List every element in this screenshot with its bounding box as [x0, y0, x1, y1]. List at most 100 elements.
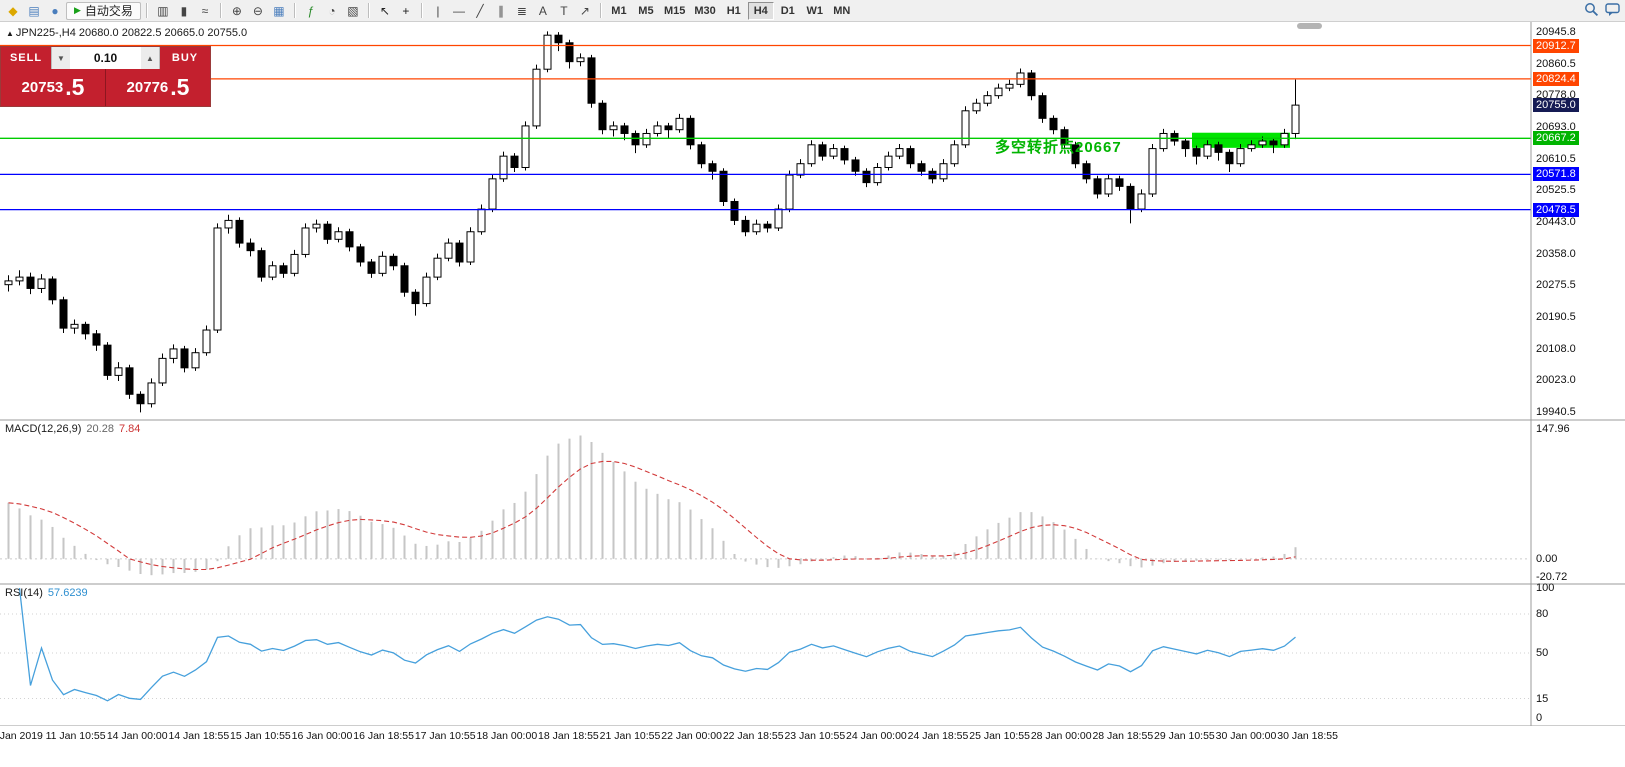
price-axis-label: 20190.5	[1536, 311, 1576, 324]
charts-icon[interactable]: ▤	[24, 2, 44, 20]
candle	[389, 255, 398, 267]
volume-input[interactable]	[70, 47, 141, 69]
candle	[92, 333, 101, 346]
horizontal-line-icon[interactable]: —	[449, 2, 469, 20]
text-icon[interactable]: A	[533, 2, 553, 20]
period-clock-icon[interactable]: ◔	[322, 2, 342, 20]
candle	[301, 227, 310, 255]
timeframe-h4-button[interactable]: H4	[747, 1, 774, 20]
vertical-line-icon[interactable]: |	[428, 2, 448, 20]
candle	[631, 132, 640, 146]
timeframe-d1-button[interactable]: D1	[775, 2, 801, 20]
candle	[81, 323, 90, 335]
timeframe-w1-button[interactable]: W1	[802, 2, 828, 20]
timeframe-m15-button[interactable]: M15	[660, 2, 689, 20]
toolbar-right-icons	[1584, 2, 1620, 17]
label-icon[interactable]: T	[554, 2, 574, 20]
macd-signal-line	[8, 460, 1296, 571]
candle	[48, 278, 57, 301]
trendline-icon[interactable]: ╱	[470, 2, 490, 20]
candle	[345, 231, 354, 248]
candle	[1005, 83, 1014, 89]
timeframe-m30-button[interactable]: M30	[690, 2, 719, 20]
navigator-icon[interactable]: ●	[45, 2, 65, 20]
zoom-out-icon[interactable]: ⊖	[248, 2, 268, 20]
candle	[1280, 132, 1289, 146]
line-chart-icon[interactable]: ≈	[195, 2, 215, 20]
rsi-axis-label: 100	[1536, 582, 1555, 594]
bar-chart-icon[interactable]: ▥	[153, 2, 173, 20]
price-badge: 20667.2	[1533, 131, 1579, 146]
volume-decrease-button[interactable]: ▼	[52, 47, 70, 69]
time-axis-label: 30 Jan 00:00	[1215, 730, 1277, 742]
candle	[785, 174, 794, 210]
crosshair-icon[interactable]: +	[396, 2, 416, 20]
toolbar-separator	[145, 3, 148, 18]
candle	[1148, 148, 1157, 195]
candle	[1115, 178, 1124, 187]
price-axis-label: 20358.0	[1536, 247, 1576, 260]
candle	[466, 231, 475, 263]
price-axis-label: 20610.5	[1536, 152, 1576, 165]
volume-stepper: ▼ ▲	[51, 47, 160, 69]
candle	[653, 125, 662, 134]
candle	[499, 155, 508, 180]
candle	[906, 148, 915, 165]
chart-canvas[interactable]	[0, 22, 1625, 745]
timeframe-h1-button[interactable]: H1	[721, 2, 747, 20]
chat-icon[interactable]	[1605, 2, 1620, 17]
sell-price-int: 20753	[21, 79, 64, 96]
candle	[1258, 140, 1267, 146]
candle	[477, 208, 486, 233]
candle	[1225, 151, 1234, 165]
arrow-tools-icon[interactable]: ↗	[575, 2, 595, 20]
indicators-icon[interactable]: ƒ	[301, 2, 321, 20]
sell-price[interactable]: 20753.5	[1, 69, 106, 106]
time-axis-label: 23 Jan 10:55	[784, 730, 846, 742]
candlestick-chart-icon[interactable]: ▮	[174, 2, 194, 20]
toolbar-separator	[219, 3, 222, 18]
trade-prices-row: 20753.5 20776.5	[1, 69, 210, 106]
cursor-icon[interactable]: ↖	[375, 2, 395, 20]
volume-increase-button[interactable]: ▲	[141, 47, 159, 69]
sell-price-frac: .5	[65, 74, 85, 100]
new-order-icon[interactable]: ◆	[3, 2, 23, 20]
play-icon: ▶	[74, 5, 81, 15]
candle	[257, 250, 266, 278]
candle	[862, 170, 871, 184]
templates-icon[interactable]: ▧	[343, 2, 363, 20]
timeframe-mn-button[interactable]: MN	[829, 2, 855, 20]
buy-price[interactable]: 20776.5	[106, 69, 210, 106]
toolbar-separator	[599, 3, 602, 18]
grid-icon[interactable]: ▦	[269, 2, 289, 20]
sell-button[interactable]: SELL	[1, 47, 51, 69]
time-axis-label: 21 Jan 10:55	[599, 730, 661, 742]
candle	[1137, 193, 1146, 210]
search-icon[interactable]	[1584, 2, 1599, 17]
candle	[543, 34, 552, 70]
buy-price-frac: .5	[170, 74, 190, 100]
zoom-in-icon[interactable]: ⊕	[227, 2, 247, 20]
candle	[1049, 117, 1058, 131]
candle	[246, 242, 255, 252]
time-axis-label: 18 Jan 00:00	[476, 730, 538, 742]
candle	[664, 125, 673, 131]
autotrading-button[interactable]: ▶ 自动交易	[66, 1, 141, 20]
candle	[180, 348, 189, 369]
candle	[1027, 72, 1036, 97]
candle	[334, 231, 343, 240]
timeframe-m1-button[interactable]: M1	[606, 2, 632, 20]
toolbar-separator	[367, 3, 370, 18]
buy-button[interactable]: BUY	[160, 47, 210, 69]
fibonacci-icon[interactable]: ≣	[512, 2, 532, 20]
price-axis[interactable]: 20945.8 20860.5 20778.0 20693.0 20610.5 20525…	[1532, 22, 1625, 745]
candle	[807, 144, 816, 165]
candle	[1071, 144, 1080, 165]
macd-axis-label: -20.72	[1536, 571, 1568, 583]
channel-icon[interactable]: ∥	[491, 2, 511, 20]
candle	[895, 148, 904, 157]
candle	[1203, 144, 1212, 157]
timeframe-m5-button[interactable]: M5	[633, 2, 659, 20]
